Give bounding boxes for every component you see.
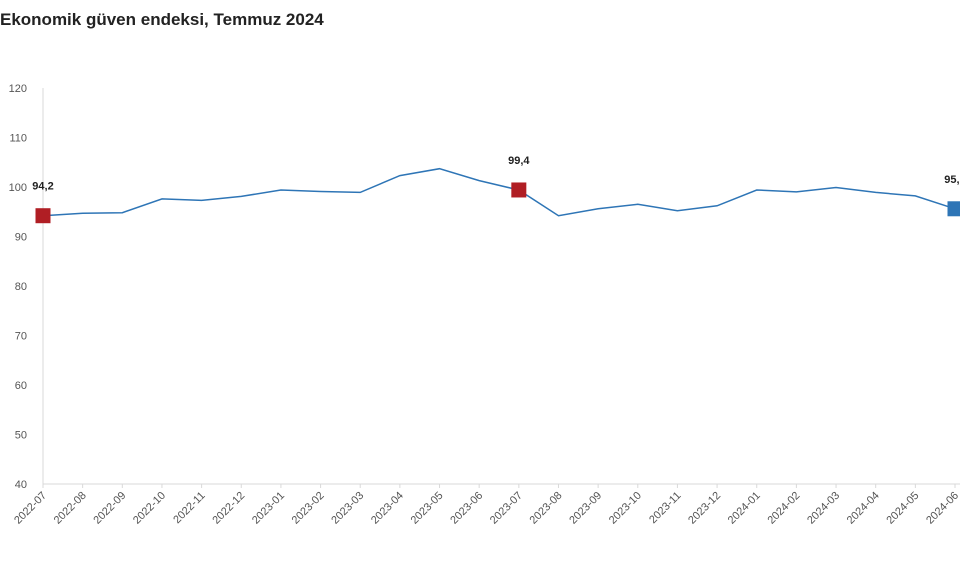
x-tick-label: 2022-08 [52, 490, 89, 527]
data-label: 94,2 [32, 181, 53, 193]
x-tick-label: 2023-09 [567, 490, 604, 527]
chart-axes [42, 88, 960, 485]
x-tick-label: 2022-07 [12, 490, 49, 527]
x-tick-label: 2023-06 [448, 490, 485, 527]
y-tick-label: 80 [15, 281, 27, 293]
x-tick-label: 2024-02 [765, 490, 802, 527]
x-tick-label: 2024-06 [924, 490, 960, 527]
x-tick-label: 2023-01 [250, 490, 287, 527]
x-tick-label: 2022-09 [91, 490, 128, 527]
x-tick-label: 2023-04 [369, 490, 406, 527]
y-tick-label: 100 [9, 182, 27, 194]
chart-title: Ekonomik güven endeksi, Temmuz 2024 [0, 10, 324, 29]
x-tick-label: 2024-01 [726, 490, 763, 527]
y-tick-label: 60 [15, 380, 27, 392]
series-line [42, 167, 956, 217]
highlight-marker [35, 208, 51, 224]
x-tick-label: 2023-02 [290, 490, 327, 527]
x-tick-label: 2022-11 [171, 490, 207, 526]
data-label: 99,4 [508, 155, 530, 167]
x-axis-ticks: 2022-07 2022-08 2022-09 2022-10 2022-11 2022-… [12, 484, 960, 527]
x-tick-label: 2023-08 [528, 490, 565, 527]
data-label: 95,6 [944, 174, 960, 186]
x-tick-label: 2024-05 [884, 490, 921, 527]
x-tick-label: 2023-11 [647, 490, 683, 526]
x-tick-label: 2023-03 [329, 490, 366, 527]
y-tick-label: 70 [15, 331, 27, 343]
series-group [42, 167, 956, 217]
y-axis-ticks: 40 50 60 70 80 90 100 110 120 [9, 83, 27, 491]
highlight-marker [511, 182, 527, 198]
y-tick-label: 120 [9, 83, 27, 95]
y-tick-label: 40 [15, 479, 27, 491]
y-tick-label: 50 [15, 430, 27, 442]
highlight-markers: 94,2 99,4 95,6 [32, 155, 960, 224]
x-tick-label: 2022-12 [210, 490, 247, 527]
x-tick-label: 2023-10 [607, 490, 644, 527]
x-tick-label: 2022-10 [131, 490, 168, 527]
x-tick-label: 2023-05 [409, 490, 446, 527]
x-tick-label: 2023-07 [488, 490, 525, 527]
x-tick-label: 2023-12 [686, 490, 723, 527]
y-tick-label: 90 [15, 232, 27, 244]
y-tick-label: 110 [9, 133, 27, 145]
highlight-marker [947, 201, 960, 217]
x-tick-label: 2024-04 [845, 490, 882, 527]
x-tick-label: 2024-03 [805, 490, 842, 527]
